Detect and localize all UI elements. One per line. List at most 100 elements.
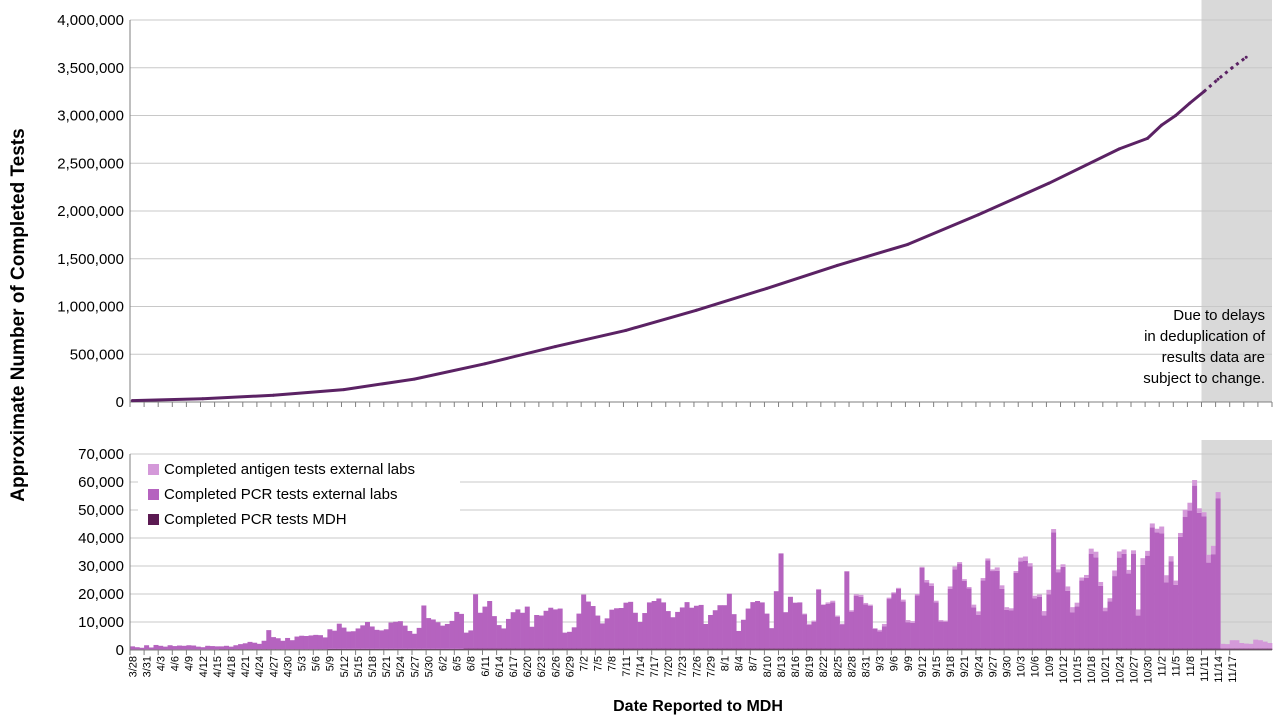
bar-segment bbox=[1145, 648, 1151, 650]
bar-segment bbox=[209, 646, 215, 650]
bar-segment bbox=[332, 648, 338, 650]
bar-segment bbox=[830, 600, 836, 603]
bar-segment bbox=[1107, 601, 1113, 649]
bar-segment bbox=[1206, 648, 1212, 650]
bar-segment bbox=[1074, 606, 1080, 649]
bar-segment bbox=[473, 594, 479, 649]
bar-segment bbox=[275, 638, 281, 650]
bar-segment bbox=[783, 648, 789, 650]
bar-segment bbox=[327, 648, 333, 650]
bar-segment bbox=[256, 643, 262, 650]
bar-segment bbox=[341, 627, 347, 649]
x-tick-label: 7/20 bbox=[663, 656, 675, 677]
bar-segment bbox=[914, 594, 920, 596]
bar-segment bbox=[745, 648, 751, 650]
bar-segment bbox=[637, 648, 643, 650]
x-tick-label: 6/17 bbox=[508, 656, 520, 677]
bar-segment bbox=[858, 596, 864, 649]
bar-segment bbox=[1032, 648, 1038, 650]
bar-segment bbox=[820, 604, 826, 649]
x-axis-title: Date Reported to MDH bbox=[613, 698, 783, 715]
bar-segment bbox=[661, 648, 667, 650]
bar-segment bbox=[670, 617, 676, 649]
bar-segment bbox=[708, 648, 714, 650]
bar-segment bbox=[816, 588, 822, 590]
bar-segment bbox=[797, 648, 803, 650]
bar-segment bbox=[905, 620, 911, 623]
bar-segment bbox=[994, 567, 1000, 571]
bar-segment bbox=[1055, 572, 1061, 649]
bar-segment bbox=[289, 640, 295, 650]
bar-segment bbox=[571, 627, 577, 649]
bar-segment bbox=[383, 648, 389, 650]
bar-segment bbox=[393, 621, 399, 649]
bar-segment bbox=[703, 623, 709, 649]
bar-segment bbox=[825, 603, 831, 649]
y-tick-label: 4,000,000 bbox=[57, 12, 124, 29]
bar-segment bbox=[416, 648, 422, 650]
cumulative-point bbox=[130, 399, 134, 403]
bar-segment bbox=[355, 628, 361, 649]
x-tick-label: 10/15 bbox=[1072, 656, 1084, 684]
bar-segment bbox=[844, 648, 850, 650]
y-tick-label: 3,000,000 bbox=[57, 108, 124, 125]
cumulative-point bbox=[1230, 66, 1234, 70]
bar-segment bbox=[886, 648, 892, 650]
bar-segment bbox=[487, 601, 493, 649]
bar-segment bbox=[646, 648, 652, 650]
bar-segment bbox=[773, 648, 779, 650]
bar-segment bbox=[585, 601, 591, 649]
x-tick-label: 9/21 bbox=[959, 656, 971, 677]
cumulative-point bbox=[1117, 147, 1121, 151]
bar-segment bbox=[966, 588, 972, 649]
bar-segment bbox=[454, 611, 460, 649]
bar-segment bbox=[952, 569, 958, 649]
bar-segment bbox=[303, 636, 309, 650]
x-tick-label: 5/9 bbox=[325, 656, 337, 671]
x-tick-label: 5/6 bbox=[311, 656, 323, 671]
bar-segment bbox=[980, 578, 986, 581]
bar-segment bbox=[717, 605, 723, 649]
bar-segment bbox=[755, 648, 761, 650]
x-tick-label: 5/21 bbox=[381, 656, 393, 677]
bar-segment bbox=[191, 645, 197, 650]
bar-segment bbox=[167, 645, 173, 650]
bar-segment bbox=[585, 648, 591, 650]
bar-segment bbox=[266, 630, 272, 650]
bar-segment bbox=[1069, 607, 1075, 613]
x-tick-label: 8/13 bbox=[776, 656, 788, 677]
provisional-note-line: subject to change. bbox=[1143, 370, 1265, 387]
bar-segment bbox=[1149, 648, 1155, 650]
bar-segment bbox=[910, 621, 916, 623]
cumulative-point bbox=[1160, 123, 1164, 127]
x-tick-label: 8/28 bbox=[846, 656, 858, 677]
bar-segment bbox=[435, 648, 441, 650]
bar-segment bbox=[1163, 575, 1169, 583]
bar-segment bbox=[1220, 648, 1226, 650]
x-tick-label: 8/31 bbox=[861, 656, 873, 677]
bar-segment bbox=[1060, 566, 1066, 649]
bar-segment bbox=[825, 648, 831, 650]
bar-segment bbox=[773, 591, 779, 649]
bar-segment bbox=[1004, 607, 1010, 610]
bar-segment bbox=[1168, 648, 1174, 650]
cumulative-point bbox=[271, 393, 275, 397]
bar-segment bbox=[947, 586, 953, 589]
bar-segment bbox=[468, 648, 474, 650]
bar-segment bbox=[1253, 639, 1259, 649]
bar-segment bbox=[1032, 595, 1038, 599]
bar-segment bbox=[1131, 553, 1137, 649]
bar-segment bbox=[726, 648, 732, 650]
bar-segment bbox=[924, 648, 930, 650]
x-tick-label: 10/27 bbox=[1128, 656, 1140, 684]
bar-segment bbox=[195, 646, 201, 650]
bar-segment bbox=[1229, 648, 1235, 650]
bar-segment bbox=[834, 616, 840, 649]
bar-segment bbox=[144, 645, 150, 650]
bar-segment bbox=[1116, 648, 1122, 650]
bar-segment bbox=[1046, 589, 1052, 595]
bar-segment bbox=[1154, 532, 1160, 649]
bar-segment bbox=[1182, 648, 1188, 650]
bar-segment bbox=[1201, 648, 1207, 650]
bar-segment bbox=[806, 623, 812, 625]
